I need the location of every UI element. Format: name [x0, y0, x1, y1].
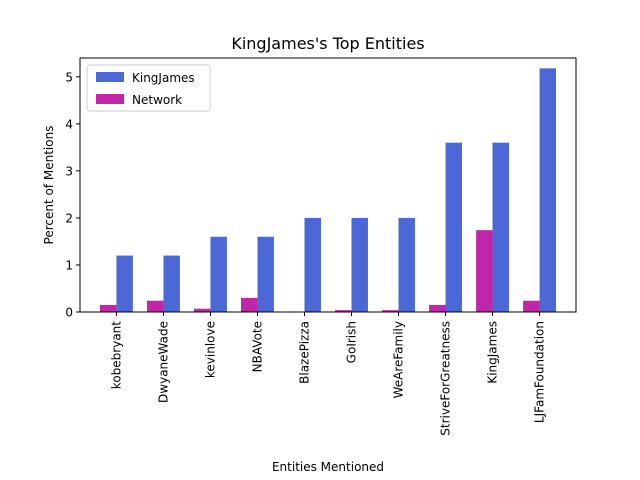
x-tick-label-striveforgreatness: StriveForGreatness — [439, 321, 453, 436]
legend-swatch-network — [96, 94, 124, 104]
x-tick-label-ljfamfoundation: LJFamFoundation — [533, 321, 547, 423]
bar-kingjames-dwyanewade — [163, 255, 180, 312]
bars-group — [99, 68, 557, 312]
bar-kingjames-goirish — [351, 217, 368, 312]
y-tick-label: 1 — [65, 258, 73, 272]
legend-swatch-kingjames — [96, 72, 124, 82]
bar-kingjames-ljfamfoundation — [539, 68, 557, 312]
y-tick-label: 2 — [65, 211, 73, 225]
x-tick-label-kingjames: KingJames — [486, 321, 500, 384]
legend-label-kingjames: KingJames — [132, 71, 195, 85]
x-tick-label-blazepizza: BlazePizza — [297, 321, 311, 384]
bar-network-striveforgreatness — [429, 304, 446, 312]
bar-network-kevinlove — [194, 308, 211, 312]
y-axis: 0 1 2 3 4 5 — [65, 70, 80, 320]
bar-kingjames-nbavote — [257, 236, 274, 312]
bar-kingjames-blazepizza — [304, 217, 321, 312]
bar-network-nbavote — [241, 297, 258, 312]
y-tick-label: 4 — [65, 117, 73, 131]
bar-kingjames-striveforgreatness — [445, 142, 462, 312]
x-tick-label-nbavote: NBAVote — [250, 321, 264, 372]
y-tick-label: 3 — [65, 164, 73, 178]
x-tick-label-goirish: GoIrish — [345, 321, 359, 363]
bar-network-wearefamily — [382, 310, 399, 312]
legend-label-network: Network — [132, 93, 182, 107]
plot-frame — [79, 57, 577, 313]
chart-title: KingJames's Top Entities — [231, 34, 424, 53]
x-tick-label-kevinlove: kevinlove — [203, 321, 217, 378]
bar-network-dwyanewade — [147, 300, 164, 312]
bar-kingjames-kingjames — [492, 142, 509, 312]
x-tick-label-kobebryant: kobebryant — [109, 321, 123, 389]
bar-kingjames-kevinlove — [210, 236, 227, 312]
bar-kingjames-kobebryant — [116, 255, 133, 312]
y-tick-label: 5 — [65, 70, 73, 84]
x-axis-label: Entities Mentioned — [272, 460, 384, 474]
bar-kingjames-wearefamily — [398, 217, 415, 312]
legend: KingJames Network — [86, 64, 211, 112]
y-tick-label: 0 — [65, 306, 73, 320]
x-axis: kobebryant DwyaneWade kevinlove NBAVote Blaz… — [109, 312, 547, 436]
y-axis-label: Percent of Mentions — [42, 126, 56, 245]
bar-network-goirish — [335, 310, 352, 312]
bar-network-kobebryant — [99, 304, 117, 312]
bar-network-kingjames — [476, 230, 493, 312]
bar-network-ljfamfoundation — [523, 300, 540, 312]
x-tick-label-wearefamily: WeAreFamily — [392, 321, 406, 398]
x-tick-label-dwyanewade: DwyaneWade — [156, 321, 170, 403]
